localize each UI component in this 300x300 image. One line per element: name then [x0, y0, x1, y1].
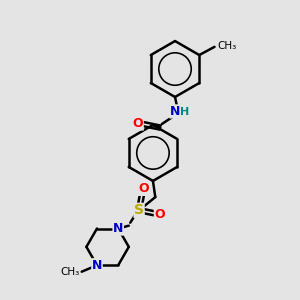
- Text: N: N: [113, 222, 123, 235]
- Text: O: O: [154, 208, 165, 221]
- Text: N: N: [92, 259, 102, 272]
- Text: O: O: [133, 117, 143, 130]
- Text: CH₃: CH₃: [217, 41, 236, 51]
- Text: N: N: [170, 105, 180, 118]
- Text: S: S: [134, 203, 144, 218]
- Text: H: H: [180, 107, 190, 117]
- Text: O: O: [138, 182, 149, 195]
- Text: CH₃: CH₃: [60, 267, 79, 277]
